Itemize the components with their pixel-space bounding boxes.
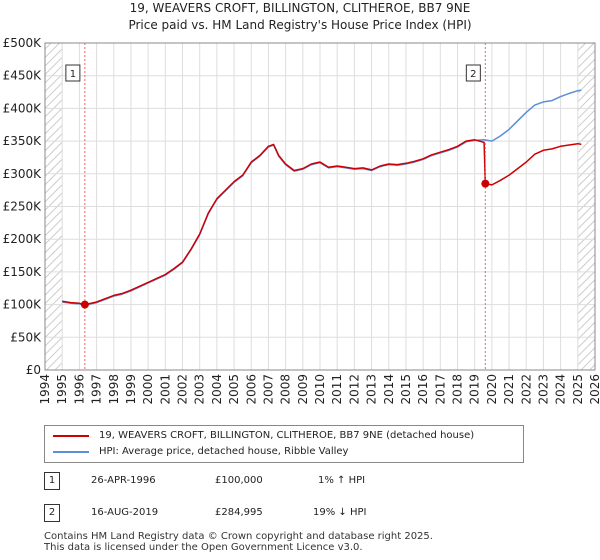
chart-title: 19, WEAVERS CROFT, BILLINGTON, CLITHEROE… [129,1,471,15]
x-tick-label: 2018 [451,374,465,405]
sale-row: 2 16-AUG-2019 £284,995 19% ↓ HPI [0,504,600,530]
sale-label-number: 2 [470,69,476,80]
x-tick-label: 2013 [365,374,379,405]
x-tick-label: 2012 [347,374,361,405]
x-tick-label: 2009 [296,374,310,405]
sale-row: 1 26-APR-1996 £100,000 1% ↑ HPI [0,472,600,498]
x-tick-label: 2026 [588,374,600,405]
sale-label-box [65,64,81,82]
x-tick-label: 2019 [468,374,482,405]
sale-point [481,179,490,188]
x-tick-label: 2003 [193,374,207,405]
sale-price: £284,995 [215,507,263,518]
chart-subtitle: Price paid vs. HM Land Registry's House … [128,18,472,32]
y-tick-label: £50K [10,330,42,344]
x-tick-label: 2015 [399,374,413,405]
sale-price: £100,000 [215,475,263,486]
sale-date: 16-AUG-2019 [91,507,159,518]
x-tick-label: 1995 [55,374,69,405]
sale-point [80,300,89,309]
sale-hpi-change: 19% ↓ HPI [313,507,367,518]
y-tick-label: £300K [3,167,43,181]
x-tick-label: 2000 [141,374,155,405]
series-line-property [62,139,582,306]
x-tick-label: 2004 [210,374,224,405]
x-tick-label: 2016 [416,374,430,405]
x-tick-label: 2022 [519,374,533,405]
y-tick-label: £500K [3,36,43,50]
x-tick-label: 1997 [90,374,104,405]
sale-label-box [465,64,481,82]
sale-number-badge: 1 [44,472,60,490]
x-tick-label: 2002 [176,374,190,405]
plot-frame [44,42,596,371]
x-tick-label: 2001 [158,374,172,405]
sale-number-badge: 2 [44,504,60,522]
x-tick-label: 1999 [124,374,138,405]
y-tick-label: £200K [3,232,43,246]
x-tick-label: 2006 [244,374,258,405]
legend-swatch-property [53,435,89,437]
x-tick-label: 2005 [227,374,241,405]
sale-label-number: 1 [70,69,76,80]
x-tick-label: 2024 [554,374,568,405]
legend: 19, WEAVERS CROFT, BILLINGTON, CLITHEROE… [44,425,524,463]
y-tick-label: £450K [3,69,43,83]
x-tick-label: 2010 [313,374,327,405]
y-tick-label: £350K [3,134,43,148]
x-tick-label: 2017 [433,374,447,405]
x-tick-label: 1996 [72,374,86,405]
x-tick-label: 2014 [382,374,396,405]
price-chart: £0 £50K £100K £150K £200K £250K £300K £350K £400… [3,36,600,405]
x-tick-label: 2020 [485,374,499,405]
x-tick-label: 2021 [502,374,516,405]
footer-licence: This data is licensed under the Open Gov… [44,542,363,553]
footer-copyright: Contains HM Land Registry data © Crown c… [44,531,433,542]
x-tick-label: 2007 [261,374,275,405]
y-tick-label: £0 [26,363,41,377]
x-tick-label: 2023 [536,374,550,405]
y-tick-label: £100K [3,298,43,312]
legend-swatch-hpi [53,451,89,453]
y-tick-label: £150K [3,265,43,279]
legend-label-property: 19, WEAVERS CROFT, BILLINGTON, CLITHEROE… [99,430,475,441]
x-tick-label: 2011 [330,374,344,405]
sale-hpi-change: 1% ↑ HPI [318,475,366,486]
x-tick-label: 1994 [38,374,52,405]
x-tick-label: 2025 [571,374,585,405]
x-tick-label: 2008 [279,374,293,405]
y-tick-label: £400K [3,101,43,115]
legend-label-hpi: HPI: Average price, detached house, Ribb… [99,446,349,457]
sale-date: 26-APR-1996 [91,475,156,486]
y-tick-label: £250K [3,200,43,214]
x-tick-label: 1998 [107,374,121,405]
